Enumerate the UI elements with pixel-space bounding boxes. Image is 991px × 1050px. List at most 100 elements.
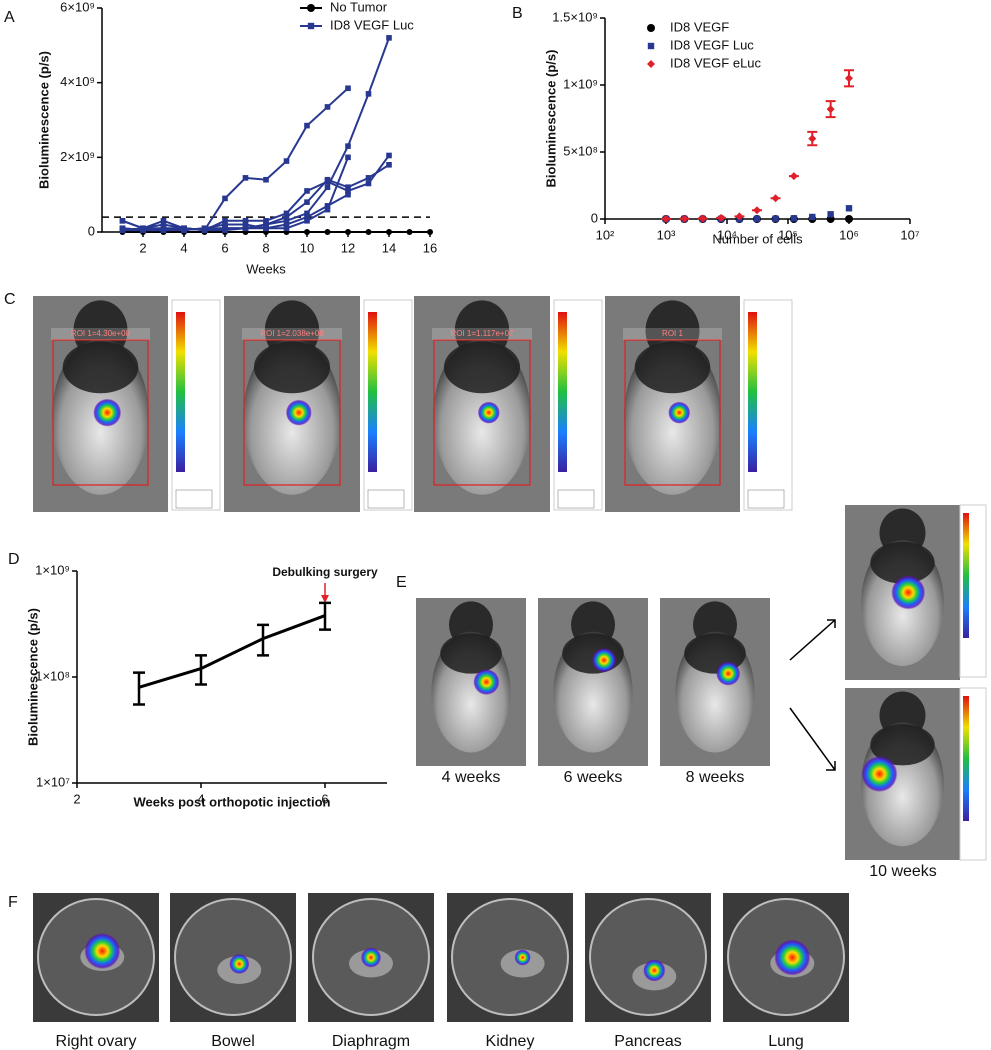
marker bbox=[160, 227, 167, 233]
marker bbox=[119, 227, 126, 233]
marker bbox=[222, 221, 228, 228]
marker bbox=[283, 218, 290, 224]
marker bbox=[160, 221, 167, 228]
marker bbox=[304, 199, 310, 205]
caption: 10 weeks bbox=[869, 863, 937, 880]
roi-tag bbox=[432, 328, 532, 340]
scale-info bbox=[367, 489, 405, 509]
marker bbox=[845, 74, 853, 83]
marker bbox=[222, 195, 228, 202]
scale-info bbox=[175, 489, 213, 509]
mouse-image bbox=[845, 688, 960, 860]
marker bbox=[283, 225, 290, 232]
arrow bbox=[789, 707, 836, 771]
roi-box bbox=[433, 339, 531, 486]
annotation: Debulking surgery bbox=[272, 565, 378, 579]
x-tick-label: 6 bbox=[221, 240, 228, 255]
marker bbox=[365, 180, 372, 187]
marker bbox=[222, 227, 228, 233]
marker bbox=[307, 22, 315, 30]
marker bbox=[345, 188, 351, 194]
marker bbox=[365, 175, 372, 181]
panel-letter: D bbox=[8, 551, 20, 568]
dish-image bbox=[33, 893, 159, 1022]
marker bbox=[809, 213, 816, 221]
marker bbox=[324, 206, 331, 213]
x-axis-label: Weeks bbox=[246, 261, 286, 276]
error-bar bbox=[195, 654, 207, 686]
marker bbox=[680, 214, 689, 223]
marker bbox=[386, 229, 392, 235]
panel-letter: C bbox=[4, 291, 16, 308]
color-scale bbox=[368, 312, 377, 472]
error-bar bbox=[133, 671, 145, 706]
y-tick-label: 1×10⁸ bbox=[35, 668, 70, 683]
y-tick-label: 1×10⁷ bbox=[36, 774, 70, 789]
marker bbox=[222, 218, 228, 224]
marker bbox=[304, 122, 310, 129]
marker bbox=[808, 134, 817, 143]
dish bbox=[589, 898, 707, 1016]
caption: Lung bbox=[768, 1033, 804, 1050]
dish-image bbox=[723, 893, 849, 1022]
y-tick-label: 1×10⁹ bbox=[35, 562, 70, 577]
signal bbox=[93, 398, 122, 427]
roi-label: ROI 1 bbox=[662, 329, 683, 338]
signal bbox=[285, 399, 312, 426]
marker bbox=[790, 215, 798, 222]
x-tick-label: 4 bbox=[180, 240, 187, 255]
x-axis-label: Number of cells bbox=[712, 231, 803, 246]
panel-letter: B bbox=[512, 5, 523, 22]
signal bbox=[514, 949, 531, 966]
x-tick-label: 2 bbox=[139, 240, 146, 255]
x-tick-label: 10² bbox=[596, 227, 615, 242]
mouse-chest bbox=[443, 341, 521, 394]
marker bbox=[717, 213, 726, 222]
signal bbox=[473, 669, 500, 695]
signal bbox=[229, 953, 250, 974]
caption: 6 weeks bbox=[564, 769, 623, 786]
mouse-image bbox=[33, 296, 168, 512]
marker bbox=[386, 162, 392, 168]
dish-image bbox=[447, 893, 573, 1022]
error-bar bbox=[319, 601, 331, 631]
x-tick-label: 2 bbox=[73, 791, 80, 806]
signal bbox=[643, 959, 666, 982]
marker bbox=[242, 218, 249, 224]
marker bbox=[826, 105, 835, 114]
marker bbox=[307, 4, 315, 12]
y-tick-label: 1×10⁹ bbox=[563, 76, 598, 91]
series-line bbox=[122, 37, 390, 232]
marker bbox=[283, 221, 290, 228]
marker bbox=[304, 188, 310, 194]
marker bbox=[181, 227, 187, 233]
signal bbox=[774, 939, 811, 976]
caption: Right ovary bbox=[56, 1033, 137, 1050]
x-tick-label: 12 bbox=[341, 240, 355, 255]
marker bbox=[789, 172, 798, 181]
marker bbox=[263, 225, 269, 232]
marker bbox=[845, 215, 853, 223]
legend-label: No Tumor bbox=[330, 0, 388, 14]
marker bbox=[283, 158, 290, 164]
marker bbox=[283, 210, 290, 217]
roi-tag bbox=[623, 328, 722, 340]
marker bbox=[324, 104, 331, 110]
marker bbox=[345, 85, 351, 92]
y-tick-label: 1.5×10⁹ bbox=[552, 9, 598, 24]
y-tick-label: 2×10⁹ bbox=[60, 149, 95, 164]
x-tick-label: 10⁵ bbox=[778, 227, 798, 242]
marker bbox=[647, 24, 655, 32]
marker bbox=[365, 91, 372, 97]
y-tick-label: 6×10⁹ bbox=[60, 0, 95, 14]
marker bbox=[242, 221, 249, 228]
marker bbox=[324, 229, 331, 235]
marker bbox=[242, 175, 249, 181]
marker bbox=[304, 210, 310, 217]
x-tick-label: 10 bbox=[300, 240, 314, 255]
mouse-image bbox=[416, 598, 526, 766]
x-tick-label: 14 bbox=[382, 240, 396, 255]
signal bbox=[668, 401, 691, 424]
mouse-chest bbox=[62, 341, 139, 394]
x-tick-label: 10³ bbox=[657, 227, 676, 242]
